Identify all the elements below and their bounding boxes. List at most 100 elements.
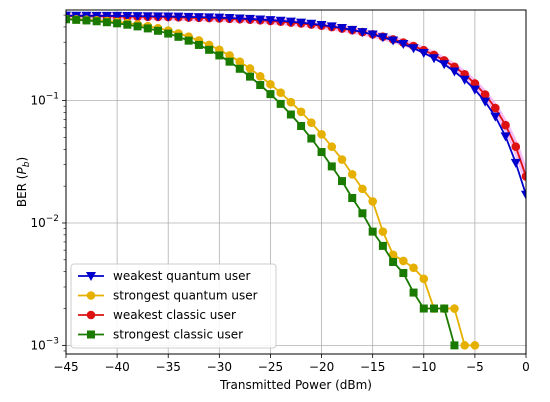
data-point [225,57,234,66]
data-point [510,158,521,168]
x-tick-label: −10 [411,360,436,374]
data-point [142,12,153,22]
data-point [214,13,225,23]
data-point [317,148,326,157]
data-point [235,57,245,66]
data-point [256,81,265,90]
data-point [66,15,70,24]
legend-label: weakest quantum user [113,269,250,283]
data-point [266,90,275,99]
data-point [316,20,327,30]
data-point [501,120,510,130]
y-tick-label: 10−2 [30,214,59,230]
data-point [276,99,285,108]
legend-box [70,263,277,349]
legend-label: strongest quantum user [113,289,258,303]
data-point [418,48,429,58]
data-point [307,118,316,127]
legend-marker [86,291,96,300]
data-point [388,36,399,46]
data-point [408,44,419,54]
data-point [388,250,398,260]
data-point [460,341,469,350]
data-point [500,132,511,142]
data-point [245,14,255,24]
data-point [133,22,142,31]
data-point [317,130,326,139]
y-axis-label-variable: P [15,167,29,175]
y-tick-label: 10−3 [30,336,59,352]
data-point [440,304,449,313]
y-axis-label-suffix: ) [15,157,29,162]
x-axis: −45 −40 −35 −30 −25 −20 −15 −10 −5 0 [53,354,530,374]
data-point [82,16,91,25]
data-point [399,256,408,266]
x-tick-label: −30 [207,360,232,374]
x-tick-label: −40 [104,360,129,374]
data-point [306,19,317,29]
legend-marker [86,272,96,281]
series-layer [66,11,526,350]
x-tick-label: −5 [466,360,484,374]
data-point [398,40,409,50]
data-point [399,269,408,278]
y-axis-label-prefix: BER ( [15,175,29,208]
data-point [326,22,337,32]
data-point [183,12,194,22]
data-point [123,20,132,29]
x-tick-label: 0 [522,360,530,374]
data-point [297,122,306,131]
data-point [459,75,470,85]
data-point [449,67,460,77]
data-point [409,288,418,297]
legend-label: strongest classic user [113,328,243,342]
data-point [480,90,490,99]
data-point [275,16,286,26]
legend-label: weakest classic user [113,308,236,322]
data-point [154,26,162,35]
data-point [285,17,296,27]
data-point [378,227,388,236]
x-tick-label: −35 [156,360,181,374]
data-point [327,142,337,152]
data-point [113,19,122,28]
data-point [429,54,439,64]
data-point [347,25,358,35]
data-point [338,177,346,186]
data-point [224,14,235,24]
grid-lines [65,10,527,354]
data-point [480,97,491,107]
data-point [450,304,459,313]
legend: weakest quantum user strongest quantum us… [70,263,277,349]
data-point [235,64,244,73]
data-point [286,97,296,107]
data-point [153,12,163,22]
data-point [194,40,203,49]
data-point [92,17,101,26]
data-point [286,110,295,119]
data-point [296,18,307,28]
data-point [122,12,133,22]
data-point [521,172,526,181]
data-point [174,32,183,41]
data-point [205,45,214,54]
data-point [266,79,275,89]
data-point [193,13,204,23]
data-point [337,23,347,33]
y-tick-label: 10−1 [30,92,59,108]
data-point [102,18,111,27]
data-point [470,341,480,350]
data-point [377,33,388,43]
data-point [337,155,347,164]
data-point [255,15,266,25]
data-point [327,162,336,171]
series-weakest-quantum-user [66,11,526,200]
data-point [246,72,254,81]
x-tick-label: −45 [53,360,78,374]
data-point [450,341,459,350]
data-point [296,107,306,117]
data-point [245,64,255,73]
plot-frame [65,9,527,355]
data-point [132,12,143,22]
